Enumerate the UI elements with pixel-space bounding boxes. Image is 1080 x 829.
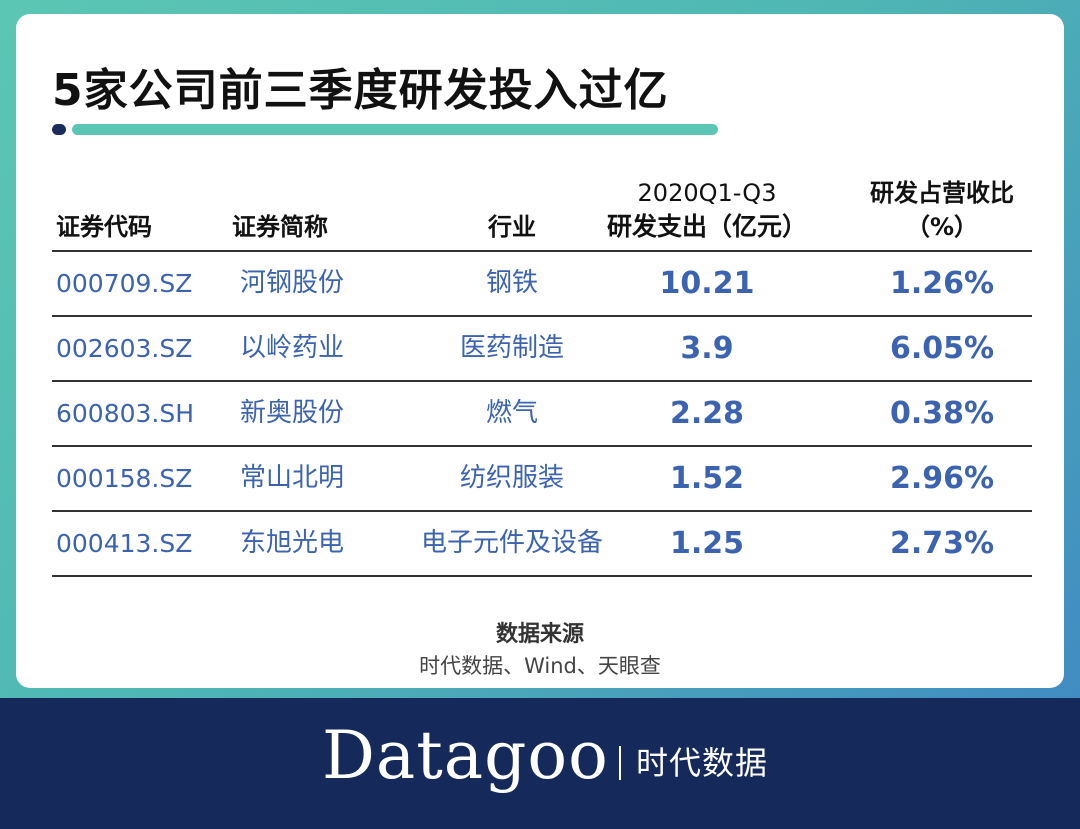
brand-separator [619,746,621,780]
header-industry: 行业 [488,213,536,241]
table-row: 000158.SZ 常山北明 纺织服装 1.52 2.96% [52,447,1032,512]
header-rd-unit: 研发支出（亿元） [606,212,807,241]
table-row: 600803.SH 新奥股份 燃气 2.28 0.38% [52,382,1032,447]
cell-code: 002603.SZ [56,334,193,363]
cell-name: 新奥股份 [240,398,345,428]
cell-industry: 燃气 [485,398,538,428]
cell-name: 河钢股份 [240,268,345,298]
cell-industry: 电子元件及设备 [420,528,603,558]
data-source: 数据来源 时代数据、Wind、天眼查 [16,620,1064,682]
cell-rd: 1.25 [669,526,745,561]
table-header: 证券代码 证券简称 行业 2020Q1-Q3 研发支出（亿元） 研发占营收比 （… [52,164,1032,252]
header-rd-spend: 2020Q1-Q3 研发支出（亿元） [592,176,822,244]
cell-name: 常山北明 [240,463,345,493]
cell-rd: 2.28 [669,396,745,431]
cell-code: 000709.SZ [56,269,193,298]
table-row: 002603.SZ 以岭药业 医药制造 3.9 6.05% [52,317,1032,382]
cell-industry: 医药制造 [459,333,564,363]
footer-banner: Datagoo 时代数据 [0,698,1080,829]
table-row: 000413.SZ 东旭光电 电子元件及设备 1.25 2.73% [52,512,1032,577]
header-ratio-unit: （%） [905,213,979,241]
cell-code: 600803.SH [56,399,195,428]
cell-rd: 10.21 [659,266,755,301]
header-rd-period: 2020Q1-Q3 [637,179,777,207]
header-name: 证券简称 [232,213,328,241]
cell-name: 以岭药业 [240,333,345,363]
cell-name: 东旭光电 [240,528,345,558]
header-rd-ratio: 研发占营收比 （%） [842,176,1042,244]
data-table: 证券代码 证券简称 行业 2020Q1-Q3 研发支出（亿元） 研发占营收比 （… [52,164,1032,577]
title-accent-dot [52,124,66,135]
brand-cn-name: 时代数据 [636,744,769,782]
cell-rd: 1.52 [669,461,745,496]
cell-pct: 2.73% [889,526,995,561]
table-row: 000709.SZ 河钢股份 钢铁 10.21 1.26% [52,252,1032,317]
header-ratio-title: 研发占营收比 [870,179,1014,207]
cell-pct: 6.05% [889,331,995,366]
cell-pct: 1.26% [889,266,995,301]
cell-industry: 钢铁 [485,268,538,298]
source-text: 时代数据、Wind、天眼查 [419,654,661,678]
content-card: 5家公司前三季度研发投入过亿 证券代码 证券简称 行业 2020Q1-Q3 研发… [16,14,1064,688]
cell-code: 000158.SZ [56,464,193,493]
cell-rd: 3.9 [680,331,734,366]
page-title: 5家公司前三季度研发投入过亿 [52,65,669,116]
cell-industry: 纺织服装 [459,463,564,493]
title-underline [72,124,718,135]
cell-pct: 2.96% [889,461,995,496]
header-code: 证券代码 [56,213,152,241]
cell-pct: 0.38% [889,396,995,431]
source-title: 数据来源 [495,622,584,647]
brand-logo: Datagoo [322,717,609,794]
cell-code: 000413.SZ [56,529,193,558]
